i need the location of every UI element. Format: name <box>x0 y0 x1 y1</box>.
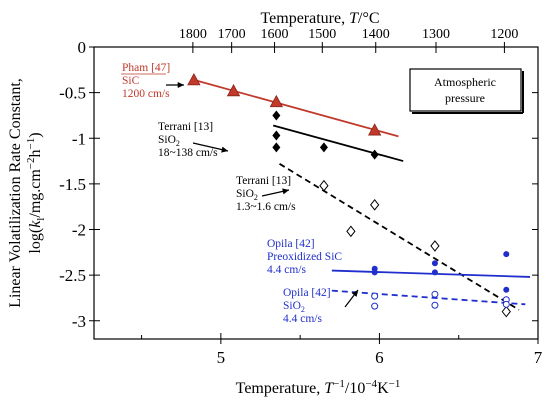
y-tick-label: -2.5 <box>59 266 86 285</box>
open-diamond-point <box>370 199 380 211</box>
circle-point <box>371 269 378 276</box>
annotation-line: Pham [47] <box>122 62 170 74</box>
annotation-line: 18~138 cm/s <box>158 147 218 159</box>
x-tick-label: 6 <box>375 348 384 367</box>
triangle-point <box>187 73 201 86</box>
annotation-line: 4.4 cm/s <box>283 313 322 325</box>
open-circle-point <box>371 302 379 310</box>
top-x-tick-label: 1300 <box>422 27 450 42</box>
fit-line <box>331 289 526 306</box>
fit-line <box>279 163 520 311</box>
top-x-tick-label: 1600 <box>261 27 289 42</box>
x-tick-label: 7 <box>534 348 543 367</box>
top-x-axis-title: Temperature, T/°C <box>260 10 379 27</box>
annotation-line: 1.3~1.6 cm/s <box>236 201 296 213</box>
arrow-head <box>282 188 289 195</box>
open-circle-point <box>431 290 439 298</box>
annotation-line: Opila [42] <box>267 238 315 250</box>
annotation-line: Terrani [13] <box>158 121 213 133</box>
annotation-line: SiO2 <box>158 134 180 148</box>
annotation-line: Preoxidized SiC <box>267 251 342 263</box>
y-axis-title: Linear Volatilization Rate Constant, log… <box>7 78 47 308</box>
diamond-point <box>272 130 281 141</box>
y-tick-label: -1.5 <box>59 175 86 194</box>
y-axis-title-line1: Linear Volatilization Rate Constant, <box>7 78 24 308</box>
fit-line <box>331 269 531 278</box>
annotation-line: 1200 cm/s <box>122 88 170 100</box>
annotation-line: 4.4 cm/s <box>267 264 306 276</box>
diamond-point <box>370 149 379 160</box>
triangle-point <box>269 94 284 108</box>
triangle-point <box>226 83 241 97</box>
open-diamond-point <box>319 179 329 192</box>
open-circle-point <box>502 300 510 308</box>
circle-point <box>503 286 510 293</box>
y-tick-label: -3 <box>72 312 86 331</box>
fit-line <box>272 124 404 162</box>
annotation-line: Terrani [13] <box>236 175 291 187</box>
diamond-point <box>272 142 281 153</box>
y-tick-label: -2 <box>72 221 86 240</box>
legend-text-line1: Atmospheric <box>434 75 496 89</box>
circle-point <box>503 251 510 258</box>
top-x-tick-label: 1500 <box>308 27 336 42</box>
legend-box: Atmospheric pressure <box>409 68 524 114</box>
y-axis-title-line2: log(kl/mg.cm−2h−1) <box>25 132 47 253</box>
annotation-line: Opila [42] <box>283 287 331 299</box>
triangle-point <box>367 123 382 136</box>
top-x-tick-label: 1800 <box>179 27 207 42</box>
x-tick-label: 5 <box>217 348 226 367</box>
axes-layer: 5 6 7 0 -0.5 -1 -1.5 -2 -2.5 -3 1800 1700 1600 1500 14… <box>59 27 543 367</box>
open-diamond-point <box>430 240 440 252</box>
open-diamond-point <box>346 225 356 238</box>
arrow-head <box>351 290 358 297</box>
y-tick-label: 0 <box>78 38 87 57</box>
annotation-line: SiO2 <box>283 300 305 314</box>
y-tick-label: -1 <box>72 129 86 148</box>
annotation-line: SiO2 <box>236 188 258 202</box>
x-axis-title: Temperature, T−1/10−4K−1 <box>236 378 401 397</box>
arrow-head <box>221 146 228 153</box>
circle-point <box>431 269 438 276</box>
top-x-tick-label: 1200 <box>490 27 518 42</box>
circle-point <box>431 260 438 267</box>
open-circle-point <box>431 301 439 309</box>
plot-area <box>93 46 539 340</box>
diamond-point <box>319 142 328 153</box>
top-x-tick-label: 1700 <box>218 27 246 42</box>
fit-line <box>193 78 399 138</box>
annotation-line: SiC <box>122 75 140 87</box>
diamond-point <box>272 110 281 121</box>
open-circle-point <box>371 292 379 300</box>
arrow-head <box>177 81 184 89</box>
data-points <box>187 73 511 318</box>
fit-lines <box>193 78 531 311</box>
legend-text-line2: pressure <box>445 91 485 105</box>
y-tick-label: -0.5 <box>59 84 86 103</box>
top-x-tick-label: 1400 <box>362 27 390 42</box>
open-diamond-point <box>501 305 511 318</box>
